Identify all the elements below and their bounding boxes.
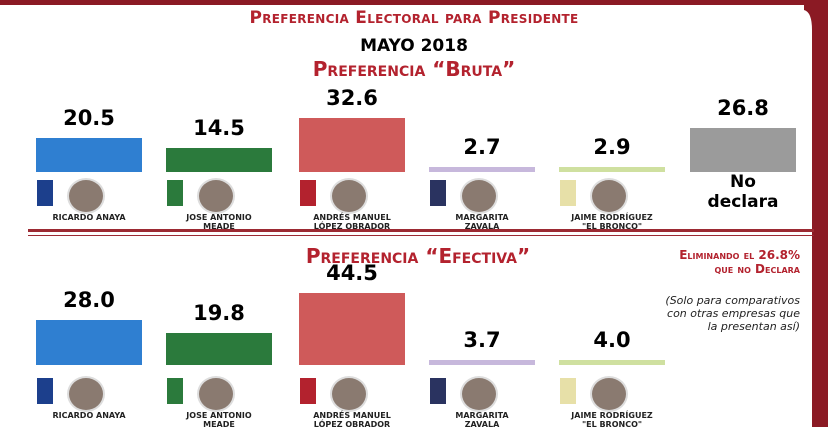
section-divider bbox=[28, 229, 814, 232]
bar-1-2 bbox=[299, 293, 405, 365]
party-logo-1-2 bbox=[300, 378, 316, 404]
party-logo-0-0 bbox=[37, 180, 53, 206]
bar-0-5 bbox=[690, 128, 796, 172]
bar-0-4 bbox=[559, 167, 665, 172]
top-frame-bar bbox=[0, 0, 828, 5]
candidate-name-line2: MEADE bbox=[203, 420, 235, 429]
party-logo-0-4 bbox=[560, 180, 576, 206]
candidate-name-1-2: ANDRÉS MANUEL LÓPEZ OBRADOR bbox=[292, 411, 412, 429]
bar-0-1 bbox=[166, 148, 272, 172]
value-label-1-3: 3.7 bbox=[463, 328, 501, 352]
candidate-name-line2: LÓPEZ OBRADOR bbox=[313, 222, 391, 231]
value-label-1-1: 19.8 bbox=[193, 301, 245, 325]
candidate-name-1-3: MARGARITA ZAVALA bbox=[422, 411, 542, 429]
avatar-1-1 bbox=[197, 376, 235, 412]
avatar-1-4 bbox=[590, 376, 628, 412]
avatar-0-1 bbox=[197, 178, 235, 214]
candidate-name-0-2: ANDRÉS MANUEL LÓPEZ OBRADOR bbox=[292, 213, 412, 231]
note-comparativos: (Solo para comparativos con otras empres… bbox=[600, 294, 800, 333]
candidate-name-0-0: RICARDO ANAYA bbox=[29, 213, 149, 222]
candidate-name-0-3: MARGARITA ZAVALA bbox=[422, 213, 542, 231]
party-logo-1-0 bbox=[37, 378, 53, 404]
value-label-0-1: 14.5 bbox=[193, 116, 245, 140]
bar-1-4 bbox=[559, 360, 665, 365]
candidate-name-0-4: JAIME RODRÍGUEZ "EL BRONCO" bbox=[552, 213, 672, 231]
candidate-name-line2: ZAVALA bbox=[464, 222, 500, 231]
bar-0-3 bbox=[429, 167, 535, 172]
party-logo-1-1 bbox=[167, 378, 183, 404]
candidate-name-line2: "EL BRONCO" bbox=[581, 420, 643, 429]
frame-corner-decoration bbox=[804, 0, 828, 427]
candidate-name-line2: "EL BRONCO" bbox=[581, 222, 643, 231]
party-logo-1-3 bbox=[430, 378, 446, 404]
avatar-1-3 bbox=[460, 376, 498, 412]
value-label-0-3: 2.7 bbox=[463, 135, 501, 159]
bar-0-0 bbox=[36, 138, 142, 172]
avatar-0-0 bbox=[67, 178, 105, 214]
candidate-name-line2: ZAVALA bbox=[464, 420, 500, 429]
candidate-name-line1: JAIME RODRÍGUEZ bbox=[571, 411, 653, 420]
no-declara-line1: No bbox=[730, 172, 756, 192]
candidate-name-line1: JAIME RODRÍGUEZ bbox=[571, 213, 653, 222]
bar-1-3 bbox=[429, 360, 535, 365]
section-divider-thin bbox=[28, 235, 814, 236]
avatar-0-4 bbox=[590, 178, 628, 214]
party-logo-0-2 bbox=[300, 180, 316, 206]
candidate-name-line1: ANDRÉS MANUEL bbox=[313, 213, 391, 222]
value-label-0-5: 26.8 bbox=[717, 96, 769, 120]
chart-subtitle: MAYO 2018 bbox=[360, 36, 468, 56]
candidate-name-line1: RICARDO ANAYA bbox=[52, 411, 126, 420]
candidate-name-1-1: JOSE ANTONIO MEADE bbox=[159, 411, 279, 429]
party-logo-0-1 bbox=[167, 180, 183, 206]
note2-line-1: (Solo para comparativos bbox=[665, 294, 800, 307]
avatar-1-0 bbox=[67, 376, 105, 412]
note-eliminando: Eliminando el 26.8% que no Declara bbox=[600, 248, 800, 276]
section-title-bruta: Preferencia “Bruta” bbox=[312, 57, 516, 81]
candidate-name-line2: MEADE bbox=[203, 222, 235, 231]
value-label-0-0: 20.5 bbox=[63, 106, 115, 130]
value-label-0-4: 2.9 bbox=[593, 135, 631, 159]
candidate-name-line1: JOSE ANTONIO bbox=[186, 411, 252, 420]
value-label-0-2: 32.6 bbox=[326, 86, 378, 110]
candidate-name-line1: ANDRÉS MANUEL bbox=[313, 411, 391, 420]
bar-1-0 bbox=[36, 320, 142, 365]
candidate-name-1-4: JAIME RODRÍGUEZ "EL BRONCO" bbox=[552, 411, 672, 429]
candidate-name-line2: LÓPEZ OBRADOR bbox=[313, 420, 391, 429]
party-logo-0-3 bbox=[430, 180, 446, 206]
candidate-name-0-1: JOSE ANTONIO MEADE bbox=[159, 213, 279, 231]
no-declara-label: No declara bbox=[683, 172, 803, 212]
bar-1-1 bbox=[166, 333, 272, 365]
bar-0-2 bbox=[299, 118, 405, 172]
avatar-0-3 bbox=[460, 178, 498, 214]
party-logo-1-4 bbox=[560, 378, 576, 404]
avatar-0-2 bbox=[330, 178, 368, 214]
candidate-name-line1: RICARDO ANAYA bbox=[52, 213, 126, 222]
candidate-name-line1: JOSE ANTONIO bbox=[186, 213, 252, 222]
no-declara-line2: declara bbox=[707, 192, 779, 212]
candidate-name-line1: MARGARITA bbox=[455, 213, 509, 222]
note-line-2: que no Declara bbox=[714, 262, 800, 276]
chart-title: Preferencia Electoral para Presidente bbox=[249, 8, 579, 28]
value-label-1-0: 28.0 bbox=[63, 288, 115, 312]
section-title-efectiva: Preferencia “Efectiva” bbox=[305, 244, 531, 268]
note2-line-2: con otras empresas que bbox=[667, 307, 800, 320]
note-line-1: Eliminando el 26.8% bbox=[679, 248, 800, 262]
candidate-name-1-0: RICARDO ANAYA bbox=[29, 411, 149, 420]
value-label-1-2: 44.5 bbox=[326, 261, 378, 285]
value-label-1-4: 4.0 bbox=[593, 328, 631, 352]
avatar-1-2 bbox=[330, 376, 368, 412]
note2-line-3: la presentan así) bbox=[707, 320, 800, 333]
candidate-name-line1: MARGARITA bbox=[455, 411, 509, 420]
